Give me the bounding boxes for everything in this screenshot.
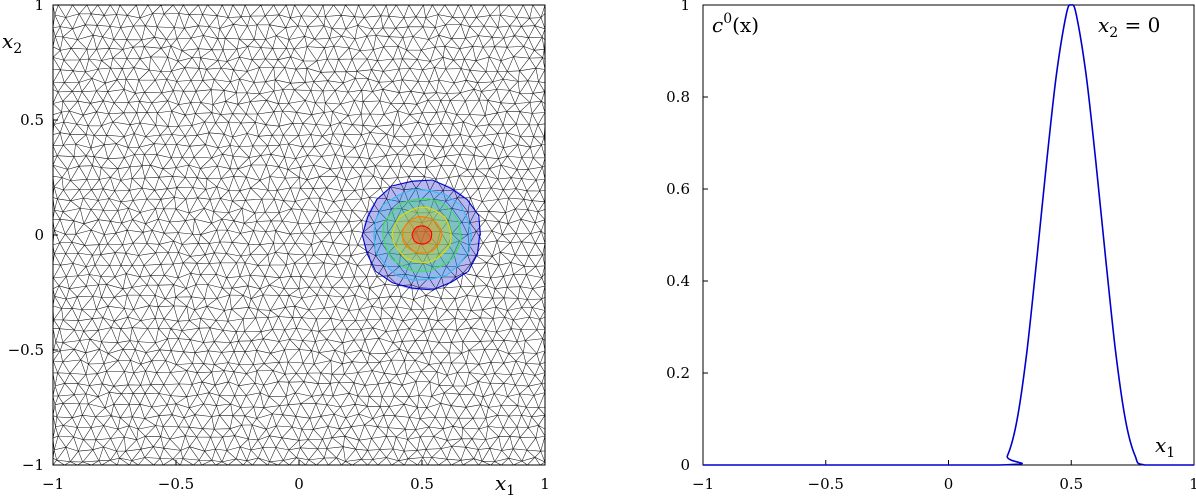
mesh-y-axis-label-main: x (2, 29, 13, 53)
profile-x-axis-label-main: x (1155, 433, 1166, 457)
contour-fill-0 (412, 225, 432, 245)
profile-title-arg: (x) (732, 13, 759, 37)
contour-line-0 (411, 225, 433, 245)
contour-fill-5 (362, 179, 482, 291)
mesh-y-tick-label-1: −0.5 (8, 341, 44, 359)
mesh-y-tick-label-4: 1 (34, 0, 44, 14)
profile-title-main: c (712, 13, 723, 37)
mesh-x-tick-label-4: 1 (540, 475, 550, 493)
profile-annotation: x2 = 0 (1098, 13, 1160, 41)
contour-fill-3 (382, 198, 462, 272)
mesh-x-axis-label: x1 (495, 471, 515, 499)
profile-y-tick-label-5: 1 (680, 0, 690, 14)
profile-title: c0(x) (712, 11, 759, 37)
contour-line-1 (402, 215, 443, 254)
mesh-y-tick-label-2: 0 (34, 226, 44, 244)
profile-series-line (703, 4, 1194, 466)
contour-fill-2 (392, 207, 452, 263)
profile-y-tick-label-0: 0 (680, 456, 690, 474)
contour-line-5 (361, 179, 481, 291)
profile-panel: −1 −0.5 0 0.5 1 00.20.40.60.81 c0(x) x2 = 0 … (666, 0, 1196, 493)
profile-x-tick-label-2: 0 (944, 475, 954, 493)
mesh-y-axis-label-sub: 2 (13, 41, 22, 57)
mesh-y-axis-label: x2 (2, 29, 22, 57)
mesh-y-tick-label-3: 0.5 (20, 111, 44, 129)
mesh-x-axis-label-main: x (495, 471, 506, 495)
profile-y-ticks: 0 0.2 0.4 0.6 0.8 1 (666, 0, 708, 474)
contour-fill-4 (372, 189, 472, 281)
mesh-x-tick-label-1: −0.5 (158, 475, 194, 493)
profile-x-tick-label-0: −1 (692, 475, 714, 493)
profile-x-ticks: −1 −0.5 0 0.5 1 (692, 460, 1196, 493)
mesh-x-ticks: −1 −0.5 0 0.5 1 (42, 460, 550, 493)
profile-title-sup: 0 (723, 11, 732, 27)
mesh-y-ticks: −1 −0.5 0 0.5 1 (8, 0, 58, 474)
profile-x-tick-label-4: 1 (1189, 475, 1196, 493)
mesh-x-tick-label-2: 0 (294, 475, 304, 493)
profile-x-tick-label-1: −0.5 (808, 475, 844, 493)
contour-fill-1 (402, 216, 442, 254)
profile-x-axis-label: x1 (1155, 433, 1175, 461)
triangular-mesh (53, 5, 545, 465)
mesh-edges (53, 5, 545, 465)
contour-lines (361, 179, 482, 291)
profile-y-tick-label-1: 0.2 (666, 364, 690, 382)
profile-annotation-sub: 2 (1109, 25, 1118, 41)
mesh-x-tick-label-3: 0.5 (410, 475, 434, 493)
mesh-x-axis-label-sub: 1 (506, 483, 515, 499)
profile-y-tick-label-4: 0.8 (666, 88, 690, 106)
contour-line-3 (382, 198, 464, 273)
profile-plot-frame (702, 4, 1195, 466)
profile-y-tick-label-2: 0.4 (666, 272, 690, 290)
profile-x-axis-label-sub: 1 (1166, 445, 1175, 461)
profile-y-tick-label-3: 0.6 (666, 180, 690, 198)
contour-line-4 (373, 188, 473, 281)
profile-annotation-tail: = 0 (1118, 13, 1160, 37)
mesh-x-tick-label-0: −1 (42, 475, 64, 493)
profile-x-tick-label-3: 0.5 (1059, 475, 1083, 493)
mesh-y-tick-label-0: −1 (22, 456, 44, 474)
contour-line-2 (391, 206, 453, 264)
profile-annotation-main: x (1098, 13, 1109, 37)
mesh-panel: −1 −0.5 0 0.5 1 −1−0.500.51 x1 x2 (2, 0, 550, 499)
